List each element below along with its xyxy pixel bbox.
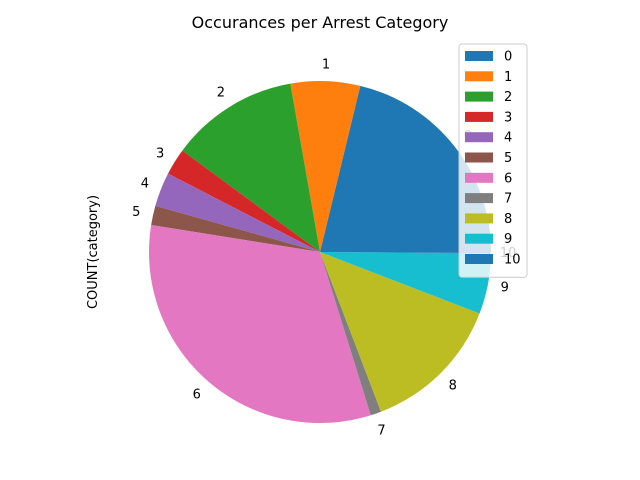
y-axis-label: COUNT(category) <box>86 195 101 309</box>
pie-slice-4 <box>155 173 320 252</box>
pie-slice-0 <box>320 85 491 252</box>
legend-swatch-4 <box>465 132 493 143</box>
legend-label-3: 3 <box>504 110 512 125</box>
pie-slice-2 <box>182 83 320 252</box>
legend-label-2: 2 <box>504 90 512 105</box>
pie-slice-label-5: 5 <box>132 205 140 220</box>
legend: 0 1 2 3 4 5 6 7 8 9 10 <box>458 43 528 278</box>
legend-label-4: 4 <box>504 131 512 146</box>
pie-slice-3 <box>168 150 320 252</box>
pie-slice-label-7: 7 <box>377 423 385 438</box>
legend-swatch-10 <box>465 254 493 264</box>
legend-label-6: 6 <box>504 171 512 186</box>
chart-title: Occurances per Arrest Category <box>192 13 449 32</box>
legend-label-7: 7 <box>504 192 512 207</box>
legend-swatch-3 <box>465 111 493 122</box>
legend-swatch-1 <box>465 71 493 82</box>
legend-label-10: 10 <box>504 253 521 268</box>
pie-slice-10 <box>320 252 492 254</box>
legend-swatch-9 <box>465 233 493 244</box>
legend-swatch-7 <box>465 193 493 204</box>
legend-swatch-0 <box>465 51 493 61</box>
legend-swatch-5 <box>465 152 493 163</box>
pie-slice-8 <box>320 252 480 412</box>
pie-slices <box>149 81 492 424</box>
legend-label-5: 5 <box>504 151 512 166</box>
pie-slice-1 <box>290 81 361 253</box>
pie-slice-label-6: 6 <box>193 388 201 403</box>
legend-swatch-6 <box>465 172 493 183</box>
pie-slice-6 <box>149 224 371 424</box>
legend-swatch-8 <box>465 213 493 224</box>
pie-slice-label-1: 1 <box>322 57 330 72</box>
pie-slice-9 <box>320 252 491 314</box>
pie-slice-7 <box>320 252 382 416</box>
pie-slice-label-3: 3 <box>156 146 164 161</box>
pie-slice-label-9: 9 <box>501 281 509 296</box>
legend-swatch-2 <box>465 91 493 102</box>
pie-slice-label-4: 4 <box>141 177 149 192</box>
legend-label-0: 0 <box>504 50 512 65</box>
pie-slice-label-2: 2 <box>217 86 225 101</box>
legend-label-9: 9 <box>504 232 512 247</box>
pie-slice-5 <box>151 205 320 252</box>
pie-slice-label-8: 8 <box>449 379 457 394</box>
legend-label-8: 8 <box>504 212 512 227</box>
legend-label-1: 1 <box>504 70 512 85</box>
